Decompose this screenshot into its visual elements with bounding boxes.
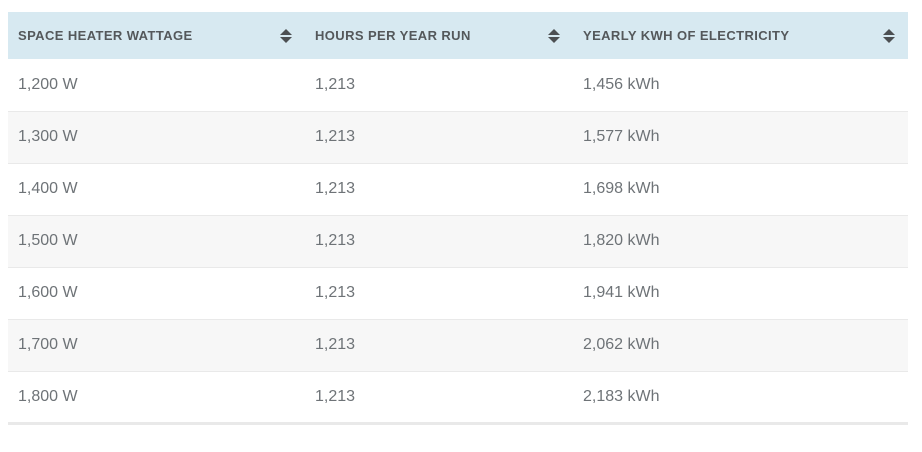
cell-kwh: 1,941 kWh	[573, 267, 908, 319]
cell-wattage: 1,300 W	[8, 111, 305, 163]
column-header-label: HOURS PER YEAR RUN	[315, 28, 471, 43]
table-header: SPACE HEATER WATTAGE HOURS PER YEAR RUN …	[8, 12, 908, 59]
space-heater-usage-table: SPACE HEATER WATTAGE HOURS PER YEAR RUN …	[8, 12, 908, 425]
cell-kwh: 2,183 kWh	[573, 371, 908, 423]
cell-kwh: 1,698 kWh	[573, 163, 908, 215]
data-table: SPACE HEATER WATTAGE HOURS PER YEAR RUN …	[8, 12, 908, 425]
column-header-space-heater-wattage[interactable]: SPACE HEATER WATTAGE	[8, 12, 305, 59]
table-row: 1,600 W 1,213 1,941 kWh	[8, 267, 908, 319]
cell-kwh: 2,062 kWh	[573, 319, 908, 371]
cell-kwh: 1,820 kWh	[573, 215, 908, 267]
cell-wattage: 1,600 W	[8, 267, 305, 319]
cell-wattage: 1,400 W	[8, 163, 305, 215]
cell-hours: 1,213	[305, 267, 573, 319]
cell-hours: 1,213	[305, 371, 573, 423]
cell-kwh: 1,456 kWh	[573, 59, 908, 111]
header-row: SPACE HEATER WATTAGE HOURS PER YEAR RUN …	[8, 12, 908, 59]
table-row: 1,800 W 1,213 2,183 kWh	[8, 371, 908, 423]
column-header-yearly-kwh-of-electricity[interactable]: YEARLY KWH OF ELECTRICITY	[573, 12, 908, 59]
cell-kwh: 1,577 kWh	[573, 111, 908, 163]
column-header-hours-per-year-run[interactable]: HOURS PER YEAR RUN	[305, 12, 573, 59]
cell-hours: 1,213	[305, 111, 573, 163]
table-row: 1,400 W 1,213 1,698 kWh	[8, 163, 908, 215]
table-body: 1,200 W 1,213 1,456 kWh 1,300 W 1,213 1,…	[8, 59, 908, 423]
table-row: 1,300 W 1,213 1,577 kWh	[8, 111, 908, 163]
sort-arrows-icon[interactable]	[883, 28, 895, 43]
cell-wattage: 1,800 W	[8, 371, 305, 423]
table-row: 1,500 W 1,213 1,820 kWh	[8, 215, 908, 267]
cell-hours: 1,213	[305, 163, 573, 215]
sort-arrows-icon[interactable]	[280, 28, 292, 43]
cell-hours: 1,213	[305, 319, 573, 371]
table-row: 1,700 W 1,213 2,062 kWh	[8, 319, 908, 371]
column-header-label: SPACE HEATER WATTAGE	[18, 28, 193, 43]
cell-hours: 1,213	[305, 59, 573, 111]
sort-arrows-icon[interactable]	[548, 28, 560, 43]
column-header-label: YEARLY KWH OF ELECTRICITY	[583, 28, 790, 43]
cell-wattage: 1,500 W	[8, 215, 305, 267]
cell-hours: 1,213	[305, 215, 573, 267]
table-row: 1,200 W 1,213 1,456 kWh	[8, 59, 908, 111]
cell-wattage: 1,200 W	[8, 59, 305, 111]
cell-wattage: 1,700 W	[8, 319, 305, 371]
